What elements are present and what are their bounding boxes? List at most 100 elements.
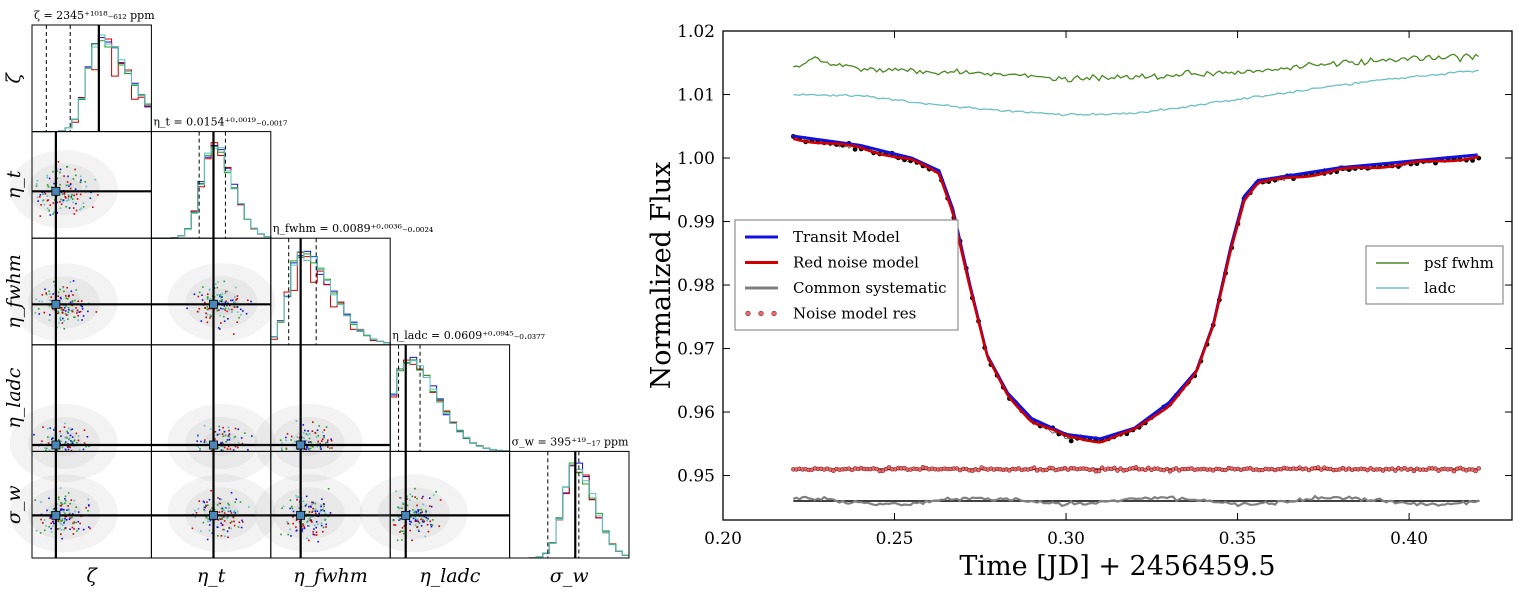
sample-point bbox=[53, 309, 56, 311]
sample-point bbox=[223, 430, 226, 433]
sample-point bbox=[219, 294, 221, 296]
sample-point bbox=[37, 308, 40, 310]
sample-point bbox=[208, 524, 211, 526]
sample-point bbox=[321, 498, 323, 500]
sample-point bbox=[308, 437, 311, 440]
sample-point bbox=[416, 518, 419, 521]
sample-point bbox=[53, 429, 55, 431]
legend-swatch-dot bbox=[758, 310, 764, 317]
sample-point bbox=[214, 430, 217, 433]
sample-point bbox=[69, 187, 72, 190]
sample-point bbox=[417, 528, 420, 531]
corner-xlabel-1: η_t bbox=[197, 565, 226, 587]
sample-point bbox=[206, 293, 209, 295]
sample-point bbox=[398, 518, 401, 521]
sample-point bbox=[65, 449, 67, 452]
sample-point bbox=[56, 509, 58, 512]
sample-point bbox=[67, 194, 70, 196]
sample-point bbox=[225, 300, 227, 303]
sample-point bbox=[295, 529, 298, 532]
sample-point bbox=[66, 430, 68, 433]
sample-point bbox=[194, 516, 197, 518]
residual-point bbox=[1393, 468, 1398, 473]
sample-point bbox=[219, 502, 222, 505]
sample-point bbox=[414, 524, 417, 527]
sample-point bbox=[396, 539, 399, 542]
sample-point bbox=[233, 306, 236, 308]
sample-point bbox=[312, 507, 314, 510]
sample-point bbox=[306, 520, 309, 523]
sample-point bbox=[289, 499, 292, 502]
sample-point bbox=[417, 520, 419, 523]
sample-point bbox=[415, 520, 418, 522]
sample-point bbox=[425, 511, 427, 513]
residual-point bbox=[1164, 466, 1170, 472]
y-tick-label: 0.96 bbox=[677, 403, 715, 423]
sample-point bbox=[220, 307, 222, 310]
sample-point bbox=[414, 519, 417, 521]
sample-point bbox=[229, 510, 232, 512]
residual-point bbox=[1143, 467, 1148, 473]
sample-point bbox=[304, 504, 307, 507]
sample-point bbox=[43, 203, 46, 206]
sample-point bbox=[76, 198, 79, 200]
sample-point bbox=[423, 515, 426, 518]
sample-point bbox=[51, 521, 54, 523]
corner-panel-frame bbox=[389, 344, 511, 452]
sample-point bbox=[319, 442, 321, 445]
data-point bbox=[852, 146, 858, 152]
sample-point bbox=[71, 526, 74, 529]
sample-point bbox=[57, 161, 60, 163]
corner-panel-frame bbox=[31, 24, 152, 133]
sample-point bbox=[202, 521, 205, 524]
sample-point bbox=[392, 519, 395, 522]
sample-point bbox=[69, 512, 72, 515]
sample-point bbox=[74, 299, 76, 302]
sample-point bbox=[222, 449, 224, 452]
sample-point bbox=[88, 526, 90, 528]
sample-point bbox=[230, 512, 233, 514]
sample-point bbox=[414, 517, 417, 520]
sample-point bbox=[51, 437, 54, 439]
residual-point bbox=[1044, 467, 1049, 473]
sample-point bbox=[42, 522, 44, 524]
sample-point bbox=[401, 539, 403, 541]
sample-point bbox=[85, 507, 87, 509]
residual-point bbox=[1112, 465, 1117, 471]
density-contour bbox=[9, 404, 118, 483]
truth-marker bbox=[51, 510, 61, 520]
sample-point bbox=[56, 449, 59, 452]
sample-point bbox=[310, 441, 313, 444]
sample-point bbox=[395, 490, 397, 493]
sample-point bbox=[217, 281, 219, 283]
sample-point bbox=[214, 438, 216, 440]
sample-point bbox=[73, 445, 75, 447]
sample-point bbox=[48, 293, 51, 295]
sample-point bbox=[305, 495, 308, 498]
sample-point bbox=[63, 426, 66, 429]
sample-point bbox=[77, 300, 80, 303]
sample-point bbox=[63, 529, 65, 531]
sample-point bbox=[49, 214, 52, 216]
sample-point bbox=[195, 511, 198, 514]
legend-entry-1: Red noise model bbox=[793, 254, 919, 272]
sample-point bbox=[46, 199, 49, 202]
sample-point bbox=[219, 300, 221, 302]
sample-point bbox=[209, 317, 211, 319]
sample-point bbox=[66, 181, 69, 183]
sample-point bbox=[59, 487, 62, 489]
sample-point bbox=[315, 526, 318, 529]
x-tick-label: 0.35 bbox=[1219, 529, 1257, 549]
sample-point bbox=[199, 447, 201, 450]
sample-point bbox=[49, 517, 52, 519]
sample-point bbox=[198, 307, 201, 310]
sample-point bbox=[305, 433, 308, 435]
sample-point bbox=[57, 312, 60, 314]
sample-point bbox=[320, 504, 323, 506]
sample-point bbox=[74, 168, 77, 171]
sample-point bbox=[224, 434, 227, 437]
sample-point bbox=[53, 211, 55, 214]
sample-point bbox=[298, 439, 300, 442]
sample-point bbox=[60, 198, 62, 201]
sample-point bbox=[221, 507, 224, 510]
